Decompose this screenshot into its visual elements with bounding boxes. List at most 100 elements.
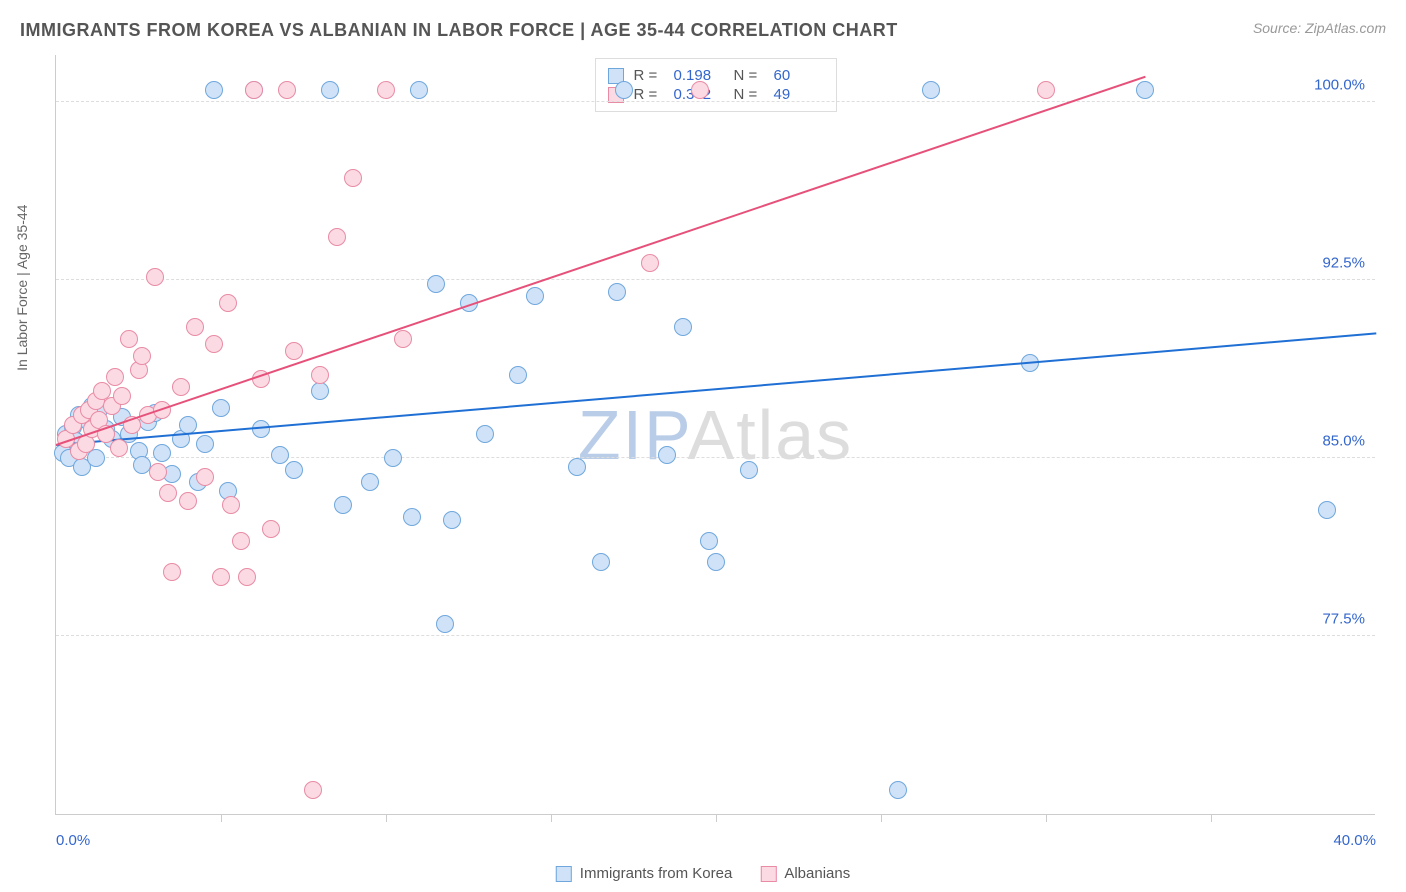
data-point <box>205 81 223 99</box>
data-point <box>278 81 296 99</box>
data-point <box>133 456 151 474</box>
data-point <box>700 532 718 550</box>
data-point <box>394 330 412 348</box>
data-point <box>149 463 167 481</box>
data-point <box>285 342 303 360</box>
scatter-plot-area: ZIPAtlas R =0.198N =60R =0.342N =49 77.5… <box>55 55 1375 815</box>
trend-line <box>56 76 1146 446</box>
data-point <box>658 446 676 464</box>
data-point <box>476 425 494 443</box>
x-tick <box>221 814 222 822</box>
data-point <box>120 330 138 348</box>
y-tick-label: 92.5% <box>1322 254 1365 271</box>
data-point <box>232 532 250 550</box>
data-point <box>384 449 402 467</box>
data-point <box>526 287 544 305</box>
x-tick-label: 40.0% <box>1333 832 1376 849</box>
y-tick-label: 100.0% <box>1314 76 1365 93</box>
data-point <box>334 496 352 514</box>
legend-swatch <box>556 866 572 882</box>
x-tick-label: 0.0% <box>56 832 90 849</box>
data-point <box>641 254 659 272</box>
data-point <box>146 268 164 286</box>
data-point <box>1318 501 1336 519</box>
data-point <box>163 563 181 581</box>
data-point <box>252 420 270 438</box>
data-point <box>285 461 303 479</box>
legend-item: Albanians <box>760 865 850 882</box>
data-point <box>592 553 610 571</box>
data-point <box>740 461 758 479</box>
x-tick <box>551 814 552 822</box>
chart-title: IMMIGRANTS FROM KOREA VS ALBANIAN IN LAB… <box>20 20 898 41</box>
data-point <box>304 781 322 799</box>
data-point <box>615 81 633 99</box>
data-point <box>238 568 256 586</box>
data-point <box>113 387 131 405</box>
stat-n-label: N = <box>734 67 764 84</box>
data-point <box>691 81 709 99</box>
data-point <box>410 81 428 99</box>
data-point <box>344 169 362 187</box>
data-point <box>159 484 177 502</box>
x-tick <box>716 814 717 822</box>
data-point <box>212 399 230 417</box>
legend-item: Immigrants from Korea <box>556 865 733 882</box>
data-point <box>196 468 214 486</box>
legend-swatch <box>760 866 776 882</box>
legend-label: Albanians <box>784 865 850 882</box>
gridline <box>56 279 1375 280</box>
data-point <box>262 520 280 538</box>
data-point <box>110 439 128 457</box>
data-point <box>922 81 940 99</box>
data-point <box>245 81 263 99</box>
data-point <box>568 458 586 476</box>
data-point <box>133 347 151 365</box>
y-axis-label: In Labor Force | Age 35-44 <box>14 205 30 371</box>
data-point <box>608 283 626 301</box>
gridline <box>56 101 1375 102</box>
data-point <box>321 81 339 99</box>
series-legend: Immigrants from Korea Albanians <box>556 865 850 882</box>
data-point <box>205 335 223 353</box>
data-point <box>106 368 124 386</box>
data-point <box>153 444 171 462</box>
data-point <box>377 81 395 99</box>
data-point <box>707 553 725 571</box>
data-point <box>271 446 289 464</box>
watermark: ZIPAtlas <box>578 395 853 475</box>
gridline <box>56 635 1375 636</box>
data-point <box>222 496 240 514</box>
source-attribution: Source: ZipAtlas.com <box>1253 20 1386 36</box>
stats-row: R =0.198N =60 <box>608 67 824 84</box>
y-tick-label: 77.5% <box>1322 610 1365 627</box>
data-point <box>1037 81 1055 99</box>
data-point <box>436 615 454 633</box>
x-tick <box>386 814 387 822</box>
data-point <box>172 378 190 396</box>
x-tick <box>1211 814 1212 822</box>
data-point <box>1136 81 1154 99</box>
gridline <box>56 457 1375 458</box>
data-point <box>219 294 237 312</box>
data-point <box>311 366 329 384</box>
data-point <box>328 228 346 246</box>
x-tick <box>881 814 882 822</box>
data-point <box>186 318 204 336</box>
data-point <box>443 511 461 529</box>
data-point <box>509 366 527 384</box>
trend-line <box>56 332 1376 446</box>
x-tick <box>1046 814 1047 822</box>
data-point <box>403 508 421 526</box>
data-point <box>361 473 379 491</box>
stat-n-value: 60 <box>774 67 824 84</box>
y-tick-label: 85.0% <box>1322 432 1365 449</box>
data-point <box>179 492 197 510</box>
data-point <box>427 275 445 293</box>
data-point <box>311 382 329 400</box>
data-point <box>179 416 197 434</box>
data-point <box>196 435 214 453</box>
data-point <box>212 568 230 586</box>
legend-label: Immigrants from Korea <box>580 865 733 882</box>
data-point <box>889 781 907 799</box>
